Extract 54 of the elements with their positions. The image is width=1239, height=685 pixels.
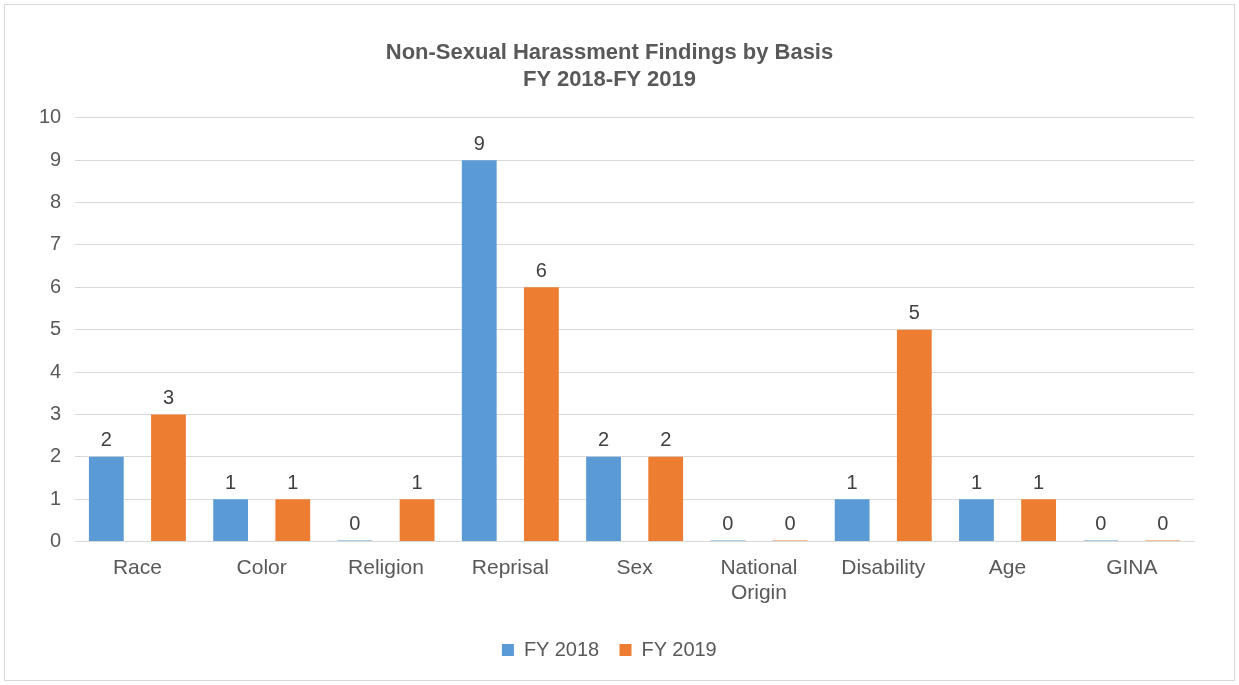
x-tick-label: National Origin bbox=[720, 555, 798, 604]
y-tick-label: 3 bbox=[50, 401, 62, 424]
data-label: 9 bbox=[473, 131, 485, 154]
data-label: 5 bbox=[908, 301, 920, 324]
data-label: 1 bbox=[846, 470, 858, 493]
legend-label: FY 2019 bbox=[641, 637, 717, 660]
x-tick-label: Color bbox=[236, 555, 287, 578]
chart-title: Non-Sexual Harassment Findings by Basis FY 2018-FY 2019 bbox=[385, 39, 834, 91]
y-tick-label: 7 bbox=[50, 232, 62, 255]
data-label: 6 bbox=[535, 258, 547, 281]
x-tick-label: Disability bbox=[841, 555, 926, 578]
data-label: 0 bbox=[349, 512, 361, 535]
bar bbox=[461, 160, 497, 542]
y-tick-label: 6 bbox=[50, 274, 62, 297]
data-label: 3 bbox=[162, 385, 175, 408]
data-label: 2 bbox=[660, 428, 672, 451]
y-tick-label: 8 bbox=[50, 190, 62, 213]
y-tick-label: 10 bbox=[39, 105, 62, 128]
x-tick-label: GINA bbox=[1106, 555, 1158, 578]
x-tick-label: Age bbox=[988, 555, 1027, 578]
x-tick-label: Religion bbox=[348, 555, 424, 578]
bar bbox=[213, 499, 249, 542]
data-label: 0 bbox=[1157, 512, 1169, 535]
bar bbox=[88, 456, 124, 542]
x-tick-label: Race bbox=[112, 555, 162, 578]
y-tick-label: 4 bbox=[50, 359, 62, 382]
bar bbox=[523, 287, 559, 542]
bar bbox=[959, 499, 994, 542]
data-label: 1 bbox=[225, 470, 237, 493]
data-label: 1 bbox=[411, 470, 423, 493]
data-label: 1 bbox=[287, 470, 299, 493]
y-tick-label: 1 bbox=[50, 486, 62, 509]
bar bbox=[151, 414, 186, 542]
data-label: 0 bbox=[1095, 512, 1107, 535]
bar bbox=[896, 329, 932, 542]
x-tick-label: Sex bbox=[616, 555, 654, 578]
bar bbox=[399, 499, 435, 542]
y-tick-label: 2 bbox=[50, 444, 62, 467]
y-tick-label: 0 bbox=[50, 529, 62, 552]
data-label: 1 bbox=[1033, 470, 1045, 493]
y-tick-label: 5 bbox=[50, 317, 62, 340]
bar bbox=[275, 499, 311, 542]
data-label: 1 bbox=[970, 470, 983, 493]
bar bbox=[1021, 499, 1057, 542]
bar bbox=[648, 456, 684, 542]
data-label: 0 bbox=[722, 512, 734, 535]
data-label: 2 bbox=[100, 428, 112, 451]
y-tick-label: 9 bbox=[50, 147, 62, 170]
legend-label: FY 2018 bbox=[523, 637, 600, 660]
x-tick-label: Reprisal bbox=[471, 555, 549, 578]
bar bbox=[586, 456, 621, 542]
bar bbox=[834, 499, 870, 542]
data-label: 0 bbox=[784, 512, 796, 535]
data-label: 2 bbox=[597, 428, 610, 451]
